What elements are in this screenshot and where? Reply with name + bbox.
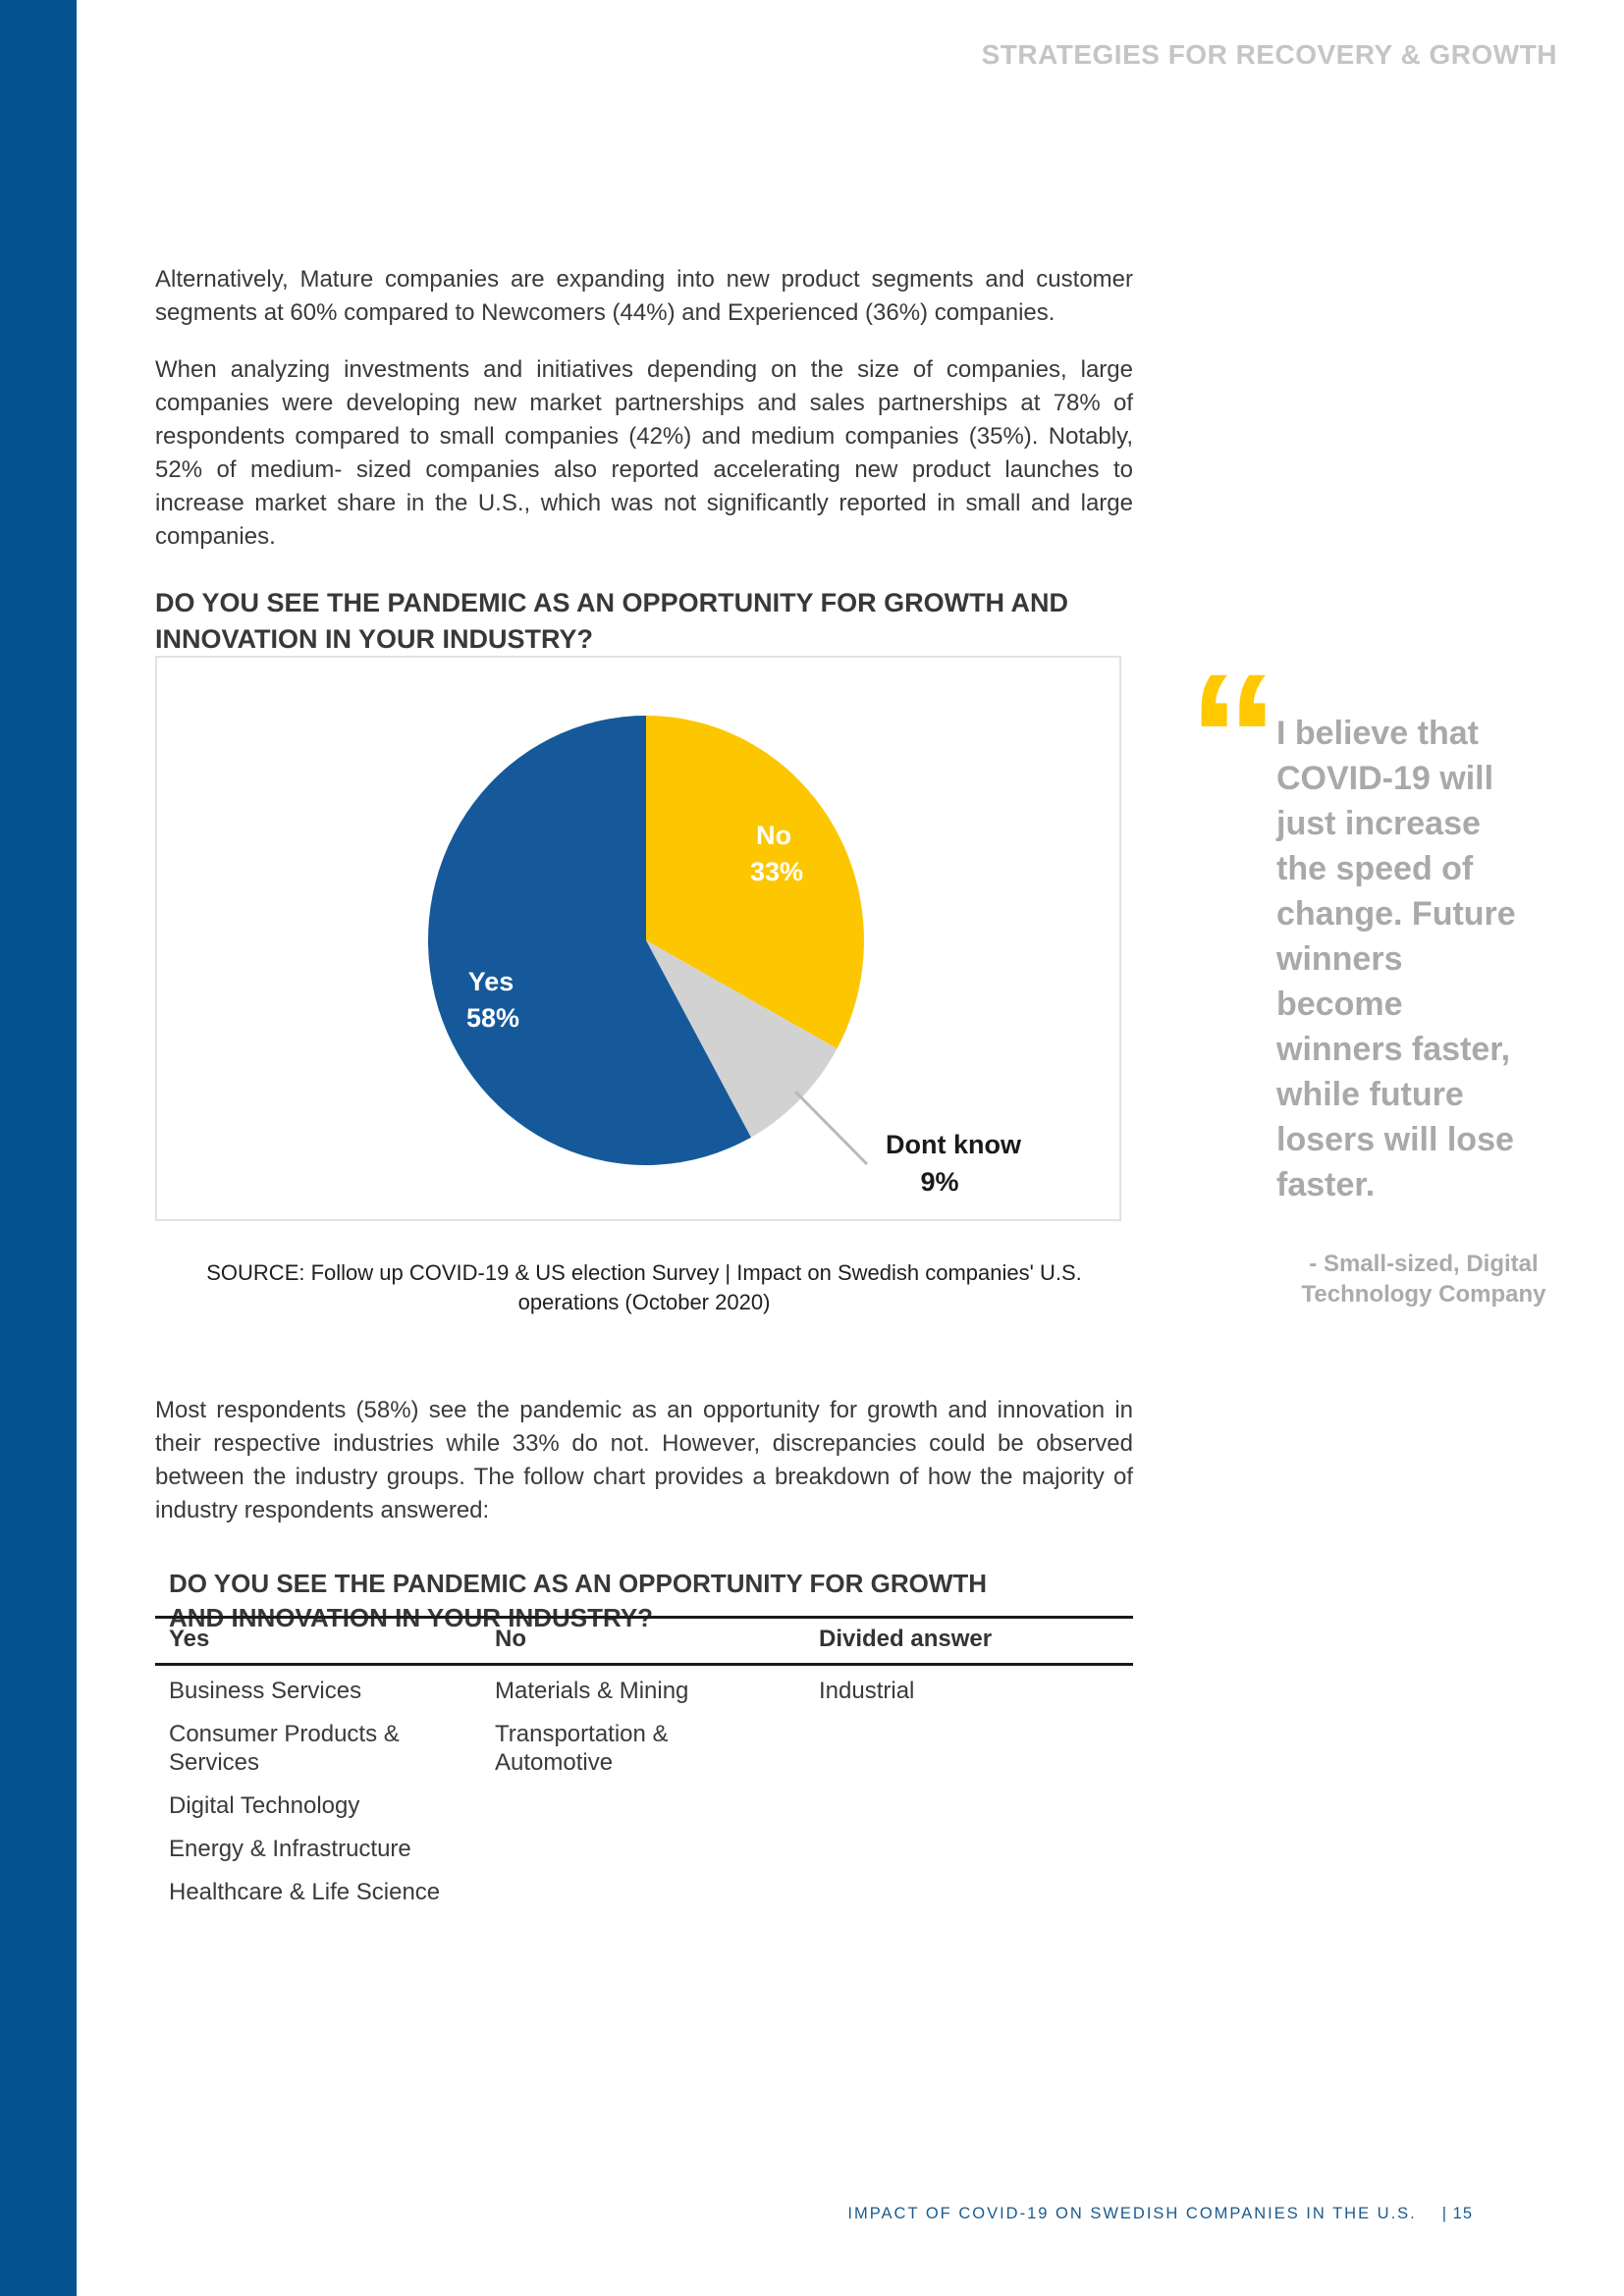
page-footer: IMPACT OF COVID-19 ON SWEDISH COMPANIES … bbox=[847, 2205, 1473, 2223]
paragraph-mature-companies: Alternatively, Mature companies are expa… bbox=[155, 266, 1133, 326]
table-rule-header bbox=[155, 1663, 1133, 1666]
table-cell: Industrial bbox=[819, 1678, 915, 1704]
table-cell bbox=[481, 1791, 805, 1820]
pie-slice-dontknow bbox=[646, 940, 838, 1138]
pie-leader-line bbox=[793, 1090, 869, 1166]
table-cell: Healthcare & Life Science bbox=[169, 1879, 441, 1905]
quotation-mark-icon: “ bbox=[1188, 637, 1278, 839]
table-column-divided: Divided answer bbox=[819, 1626, 993, 1652]
table-cell bbox=[481, 1878, 805, 1906]
table-cell bbox=[805, 1878, 1133, 1906]
running-header: STRATEGIES FOR RECOVERY & GROWTH bbox=[981, 39, 1557, 70]
table-column-yes: Yes bbox=[169, 1626, 210, 1652]
table-cell: Consumer Products & Services bbox=[169, 1721, 400, 1776]
table-cell bbox=[481, 1835, 805, 1863]
pie-value-yes: 58% bbox=[466, 1003, 519, 1033]
paragraph-company-size: When analyzing investments and initiativ… bbox=[155, 356, 1133, 550]
table-column-no: No bbox=[495, 1626, 526, 1652]
table-cell: Transportation & Automotive bbox=[495, 1721, 669, 1776]
footer-page-number: | 15 bbox=[1441, 2205, 1473, 2222]
pie-label-dontknow: Dont know bbox=[886, 1130, 1022, 1159]
table-heading: DO YOU SEE THE PANDEMIC AS AN OPPORTUNIT… bbox=[169, 1569, 988, 1632]
pie-label-yes: Yes bbox=[468, 967, 514, 996]
table-cell bbox=[805, 1835, 1133, 1863]
pie-slice-no bbox=[646, 716, 864, 1049]
pie-label-no: No bbox=[756, 821, 791, 850]
left-accent-bar bbox=[0, 0, 77, 2296]
table-header-row: Yes No Divided answer bbox=[155, 1626, 1133, 1653]
pie-slice-yes bbox=[427, 716, 751, 1165]
paragraph-most-respondents: Most respondents (58%) see the pandemic … bbox=[155, 1397, 1133, 1523]
footer-title: IMPACT OF COVID-19 ON SWEDISH COMPANIES … bbox=[847, 2205, 1417, 2222]
table-cell: Business Services bbox=[169, 1678, 362, 1704]
pie-value-no: 33% bbox=[750, 857, 803, 886]
table-rule-top bbox=[155, 1616, 1133, 1619]
pull-quote-attribution: - Small-sized, Digital Technology Compan… bbox=[1301, 1251, 1546, 1308]
table-cell bbox=[805, 1720, 1133, 1777]
table-cell: Energy & Infrastructure bbox=[169, 1836, 411, 1862]
table-cell: Materials & Mining bbox=[495, 1678, 689, 1704]
pie-chart: No 33% Yes 58% Dont know 9% bbox=[427, 716, 1022, 1197]
chart-source-caption: SOURCE: Follow up COVID-19 & US election… bbox=[206, 1260, 1082, 1314]
table-cell: Digital Technology bbox=[169, 1792, 360, 1819]
pull-quote-text: I believe that COVID-19 will just increa… bbox=[1276, 715, 1516, 1203]
section-heading-pandemic-question: DO YOU SEE THE PANDEMIC AS AN OPPORTUNIT… bbox=[155, 588, 1069, 655]
pie-chart-container: No 33% Yes 58% Dont know 9% bbox=[155, 656, 1121, 1221]
table-cell bbox=[805, 1791, 1133, 1820]
table-body: Business Services Materials & Mining Ind… bbox=[155, 1677, 1133, 1906]
pie-value-dontknow: 9% bbox=[920, 1167, 958, 1197]
